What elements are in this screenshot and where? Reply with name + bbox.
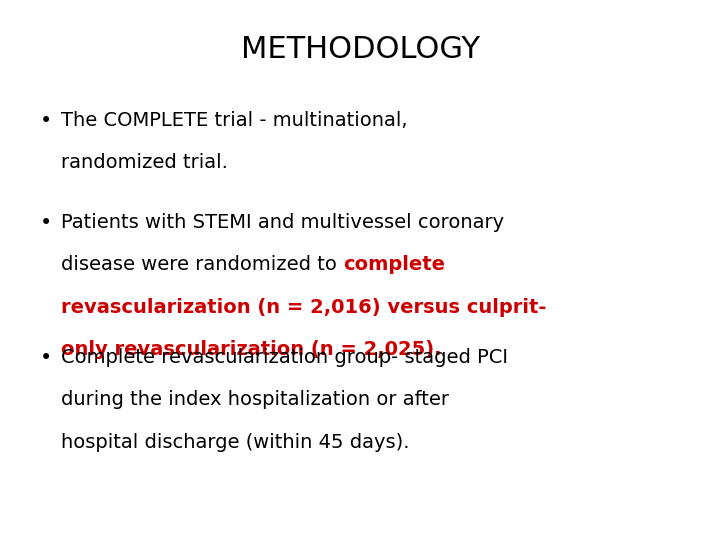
Text: •: • [40, 111, 52, 131]
Text: disease were randomized to: disease were randomized to [61, 255, 343, 274]
Text: only revascularization (n = 2,025).: only revascularization (n = 2,025). [61, 340, 441, 359]
Text: •: • [40, 348, 52, 368]
Text: revascularization (n = 2,016) versus culprit-: revascularization (n = 2,016) versus cul… [61, 298, 546, 316]
Text: during the index hospitalization or after: during the index hospitalization or afte… [61, 390, 449, 409]
Text: METHODOLOGY: METHODOLOGY [240, 35, 480, 64]
Text: Patients with STEMI and multivessel coronary: Patients with STEMI and multivessel coro… [61, 213, 504, 232]
Text: The COMPLETE trial - multinational,: The COMPLETE trial - multinational, [61, 111, 408, 130]
Text: complete: complete [343, 255, 446, 274]
Text: •: • [40, 213, 52, 233]
Text: randomized trial.: randomized trial. [61, 153, 228, 172]
Text: Complete revascularization group- staged PCI: Complete revascularization group- staged… [61, 348, 508, 367]
Text: hospital discharge (within 45 days).: hospital discharge (within 45 days). [61, 433, 410, 451]
